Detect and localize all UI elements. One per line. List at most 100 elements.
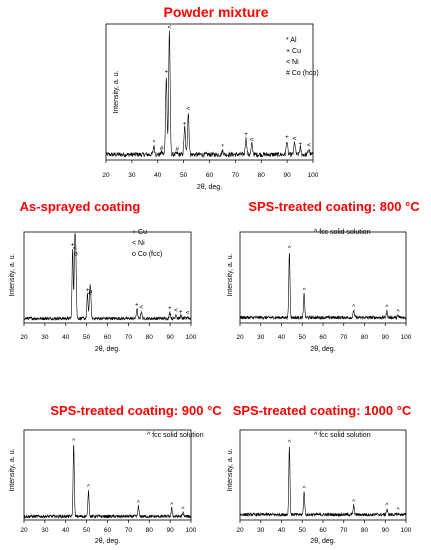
x-tick-label: 30: [41, 527, 49, 534]
legend-item: # Co (hcp): [286, 70, 319, 77]
peak-label: ^: [137, 500, 141, 507]
chart-title: As-sprayed coating: [20, 199, 141, 214]
y-axis-label: Intensity, a. u.: [113, 70, 120, 113]
peak-label: +: [298, 141, 302, 148]
x-tick-label: 60: [104, 527, 112, 534]
pattern-line: [23, 444, 191, 519]
x-tick-label: 40: [62, 527, 70, 534]
peak-label: +: [164, 69, 168, 76]
x-tick-label: 40: [278, 334, 286, 341]
peak-label: +: [183, 120, 187, 127]
y-axis-label: Intensity, a. u.: [9, 448, 16, 491]
x-tick-label: 20: [20, 334, 28, 341]
peak-label: o: [89, 289, 93, 296]
peak-label: ^: [182, 506, 186, 513]
x-tick-label: 80: [146, 334, 154, 341]
peak-label: +: [244, 131, 248, 138]
x-axis-label: 2θ, deg.: [95, 346, 120, 353]
chart-4: SPS-treated coating: 900 °C 20 30 40 50 60 70 8…: [9, 403, 222, 545]
peak-label: +: [179, 309, 183, 316]
plot-frame: [23, 231, 192, 324]
peak-label: <: [73, 245, 77, 252]
peak-label: ^: [397, 507, 401, 514]
plot-frame: [239, 231, 407, 324]
peak-label: o: [74, 250, 78, 257]
peak-label: ^: [352, 499, 356, 506]
x-tick-label: 70: [125, 527, 133, 534]
chart-2: As-sprayed coating 20 30 40 50 60 70 80 90 100 2θ,…: [9, 199, 197, 353]
x-axis-label: 2θ, deg.: [310, 346, 335, 353]
peak-label: ^: [352, 303, 356, 310]
peak-label: +: [285, 134, 289, 141]
x-tick-label: 60: [206, 172, 214, 179]
peak-label: ^: [288, 439, 292, 446]
legend-item: < Ni: [132, 240, 145, 247]
x-tick-label: 30: [257, 334, 265, 341]
pattern-line: [239, 446, 407, 518]
plot-frame: [23, 429, 192, 521]
x-tick-label: 100: [186, 334, 197, 341]
peak-label: *: [153, 139, 156, 146]
legend-item: + Cu: [286, 48, 301, 55]
plot-frame: [239, 429, 407, 521]
x-tick-label: 30: [128, 172, 136, 179]
x-tick-label: 40: [154, 172, 162, 179]
x-tick-label: 40: [62, 334, 70, 341]
peak-label: #: [160, 145, 164, 152]
x-tick-label: 90: [382, 527, 390, 534]
peak-label: +: [168, 305, 172, 312]
x-tick-label: 100: [308, 172, 319, 179]
x-axis-label: 2θ, deg.: [95, 538, 120, 545]
peak-label: ^: [87, 483, 91, 490]
peak-label: ^: [303, 485, 307, 492]
legend-item: + Cu: [132, 229, 147, 236]
peak-label: ^: [397, 309, 401, 316]
y-axis-label: Intensity, a. u.: [227, 253, 234, 296]
x-tick-label: 80: [361, 334, 369, 341]
x-tick-label: 60: [319, 334, 327, 341]
plot-frame: [105, 23, 314, 161]
x-axis-label: 2θ, deg.: [197, 184, 222, 191]
x-tick-label: 70: [340, 527, 348, 534]
chart-1: Powder mixture 20 30 40 50 60 70 80 90 100 2θ, deg…: [102, 4, 318, 191]
x-tick-label: 50: [299, 527, 307, 534]
peak-label: <: [293, 135, 297, 142]
x-tick-label: 20: [236, 334, 244, 341]
peak-label: #: [175, 146, 179, 153]
peak-label: <: [186, 105, 190, 112]
peak-label: +: [86, 287, 90, 294]
peak-label: +: [71, 241, 75, 248]
peak-label: <: [174, 307, 178, 314]
x-tick-label: 60: [104, 334, 112, 341]
pattern-line: [105, 30, 314, 158]
chart-title: Powder mixture: [163, 4, 268, 20]
legend-item: ^ fcc solid solution: [314, 432, 371, 439]
peak-label: <: [88, 291, 92, 298]
peak-label: +: [135, 301, 139, 308]
x-tick-label: 20: [236, 527, 244, 534]
y-axis-label: Intensity, a. u.: [9, 253, 16, 296]
x-tick-label: 30: [41, 334, 49, 341]
x-tick-label: 20: [20, 527, 28, 534]
peak-label: <: [250, 137, 254, 144]
pattern-line: [23, 232, 192, 322]
peak-label: <: [307, 142, 311, 149]
x-tick-label: 30: [257, 527, 265, 534]
peak-label: <: [167, 24, 171, 31]
peak-label: ^: [170, 501, 174, 508]
legend-item: ^ fcc solid solution: [147, 432, 204, 439]
x-tick-label: 90: [167, 527, 175, 534]
x-tick-label: 90: [284, 172, 292, 179]
y-axis-label: Intensity, a. u.: [227, 448, 234, 491]
x-tick-label: 70: [340, 334, 348, 341]
chart-title: SPS-treated coating: 1000 °C: [233, 403, 412, 418]
x-tick-label: 70: [125, 334, 133, 341]
x-tick-label: 80: [361, 527, 369, 534]
x-tick-label: 100: [401, 527, 412, 534]
peak-label: ^: [288, 245, 292, 252]
x-tick-label: 20: [102, 172, 110, 179]
x-tick-label: 60: [319, 527, 327, 534]
chart-3: SPS-treated coating: 800 °C 20 30 40 50 60 70 8…: [227, 199, 420, 353]
x-tick-label: 80: [258, 172, 266, 179]
